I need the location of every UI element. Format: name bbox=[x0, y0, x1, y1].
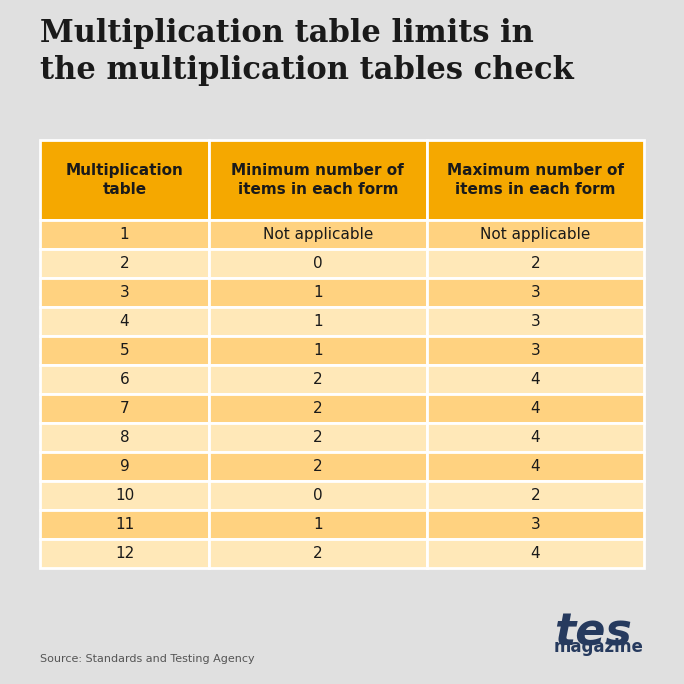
Text: Multiplication table limits in
the multiplication tables check: Multiplication table limits in the multi… bbox=[40, 18, 574, 86]
Bar bbox=[209, 481, 427, 510]
Text: 2: 2 bbox=[313, 401, 323, 416]
Text: magazine: magazine bbox=[554, 638, 644, 656]
Text: 2: 2 bbox=[313, 546, 323, 561]
Bar bbox=[209, 307, 427, 336]
Text: 2: 2 bbox=[531, 488, 540, 503]
Text: 6: 6 bbox=[120, 372, 129, 387]
Bar bbox=[427, 336, 644, 365]
Text: tes: tes bbox=[554, 612, 632, 655]
Bar bbox=[427, 510, 644, 539]
Text: 1: 1 bbox=[313, 314, 323, 329]
Bar bbox=[209, 452, 427, 481]
Bar bbox=[40, 278, 209, 307]
Text: Not applicable: Not applicable bbox=[263, 227, 373, 242]
Bar bbox=[209, 510, 427, 539]
Text: 4: 4 bbox=[531, 401, 540, 416]
Text: 2: 2 bbox=[120, 256, 129, 271]
Bar bbox=[209, 423, 427, 452]
Bar bbox=[427, 140, 644, 220]
Text: 2: 2 bbox=[313, 372, 323, 387]
Text: 4: 4 bbox=[120, 314, 129, 329]
Bar bbox=[209, 220, 427, 249]
Text: 3: 3 bbox=[530, 517, 540, 532]
Bar bbox=[40, 481, 209, 510]
Text: 3: 3 bbox=[530, 343, 540, 358]
Bar bbox=[40, 220, 209, 249]
Bar bbox=[427, 539, 644, 568]
Text: 3: 3 bbox=[530, 314, 540, 329]
Text: 12: 12 bbox=[115, 546, 134, 561]
Bar bbox=[40, 452, 209, 481]
Bar bbox=[427, 481, 644, 510]
Text: 2: 2 bbox=[313, 459, 323, 474]
Bar bbox=[427, 249, 644, 278]
Text: Source: Standards and Testing Agency: Source: Standards and Testing Agency bbox=[40, 654, 254, 664]
Text: 2: 2 bbox=[531, 256, 540, 271]
Bar bbox=[427, 220, 644, 249]
Bar bbox=[427, 365, 644, 394]
Text: Maximum number of
items in each form: Maximum number of items in each form bbox=[447, 163, 624, 197]
Text: 0: 0 bbox=[313, 488, 323, 503]
Bar bbox=[209, 539, 427, 568]
Text: 3: 3 bbox=[120, 285, 129, 300]
Text: 4: 4 bbox=[531, 430, 540, 445]
Bar bbox=[427, 423, 644, 452]
Bar bbox=[40, 365, 209, 394]
Text: 10: 10 bbox=[115, 488, 134, 503]
Bar bbox=[209, 249, 427, 278]
Bar bbox=[40, 539, 209, 568]
Bar bbox=[40, 249, 209, 278]
Text: 2: 2 bbox=[313, 430, 323, 445]
Text: 0: 0 bbox=[313, 256, 323, 271]
Text: 4: 4 bbox=[531, 459, 540, 474]
Text: Not applicable: Not applicable bbox=[480, 227, 590, 242]
Bar bbox=[209, 365, 427, 394]
Text: 9: 9 bbox=[120, 459, 129, 474]
Text: 3: 3 bbox=[530, 285, 540, 300]
Text: 1: 1 bbox=[120, 227, 129, 242]
Bar bbox=[209, 394, 427, 423]
Bar bbox=[40, 307, 209, 336]
Bar bbox=[427, 307, 644, 336]
Bar bbox=[209, 140, 427, 220]
Text: 8: 8 bbox=[120, 430, 129, 445]
Text: Multiplication
table: Multiplication table bbox=[66, 163, 183, 197]
Text: 1: 1 bbox=[313, 517, 323, 532]
Text: 1: 1 bbox=[313, 285, 323, 300]
Bar bbox=[40, 140, 209, 220]
Bar bbox=[40, 336, 209, 365]
Text: Minimum number of
items in each form: Minimum number of items in each form bbox=[231, 163, 404, 197]
Text: 1: 1 bbox=[313, 343, 323, 358]
Bar bbox=[427, 278, 644, 307]
Bar bbox=[427, 452, 644, 481]
Bar bbox=[40, 394, 209, 423]
Bar bbox=[209, 278, 427, 307]
Bar bbox=[209, 336, 427, 365]
Text: 11: 11 bbox=[115, 517, 134, 532]
Text: 5: 5 bbox=[120, 343, 129, 358]
Bar bbox=[40, 423, 209, 452]
Text: 7: 7 bbox=[120, 401, 129, 416]
Bar bbox=[427, 394, 644, 423]
Bar bbox=[40, 510, 209, 539]
Text: 4: 4 bbox=[531, 372, 540, 387]
Text: 4: 4 bbox=[531, 546, 540, 561]
